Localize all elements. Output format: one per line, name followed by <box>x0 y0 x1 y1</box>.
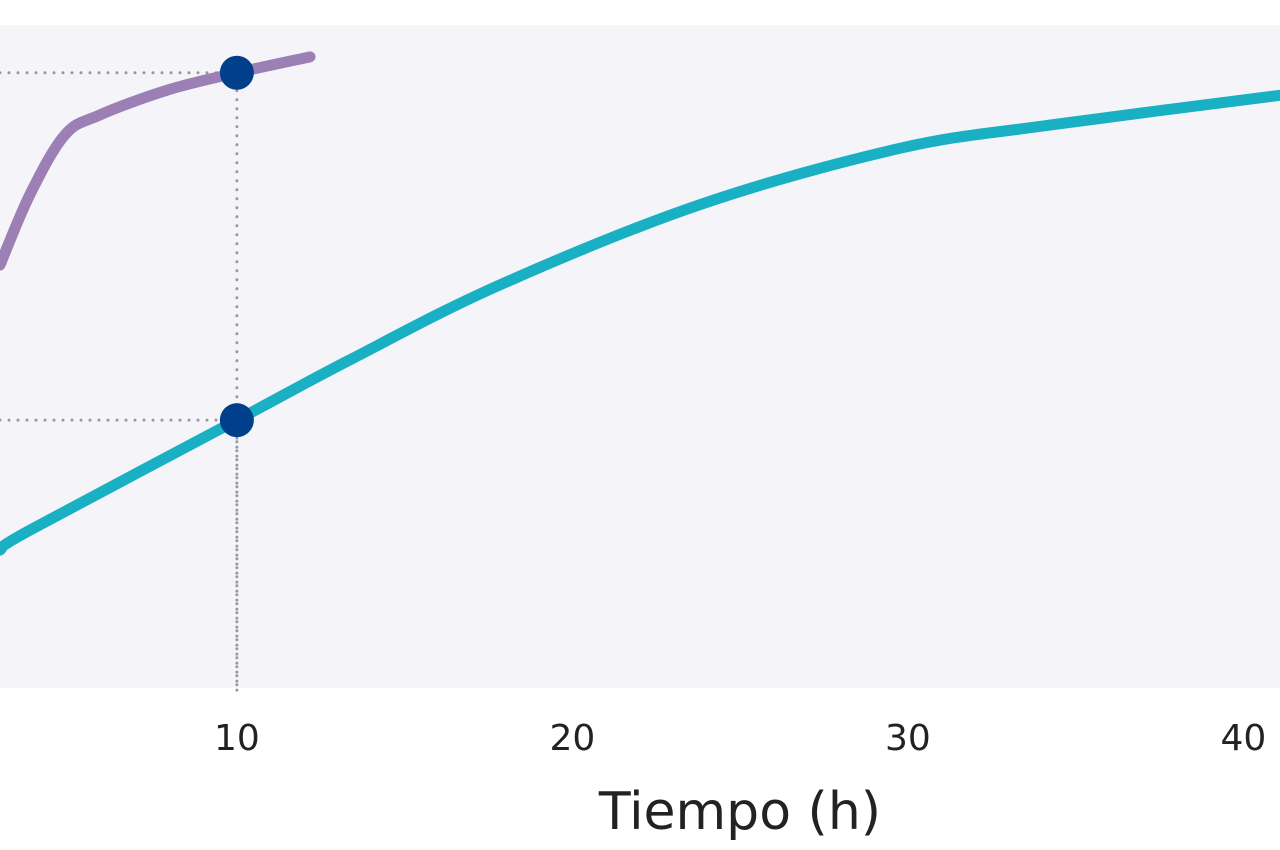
x-tick-label: 30 <box>885 718 931 759</box>
line <box>0 89 1280 556</box>
x-axis: 10 20 30 40 <box>214 718 1266 759</box>
plot-area <box>0 25 1280 688</box>
x-tick-label: 10 <box>214 718 260 759</box>
x-tick-label: 20 <box>549 718 595 759</box>
marker <box>219 55 254 90</box>
guides <box>0 71 239 694</box>
x-axis-title: Tiempo (h) <box>598 782 881 842</box>
marker <box>219 403 254 438</box>
markers <box>219 55 254 438</box>
x-tick-label: 40 <box>1221 718 1267 759</box>
